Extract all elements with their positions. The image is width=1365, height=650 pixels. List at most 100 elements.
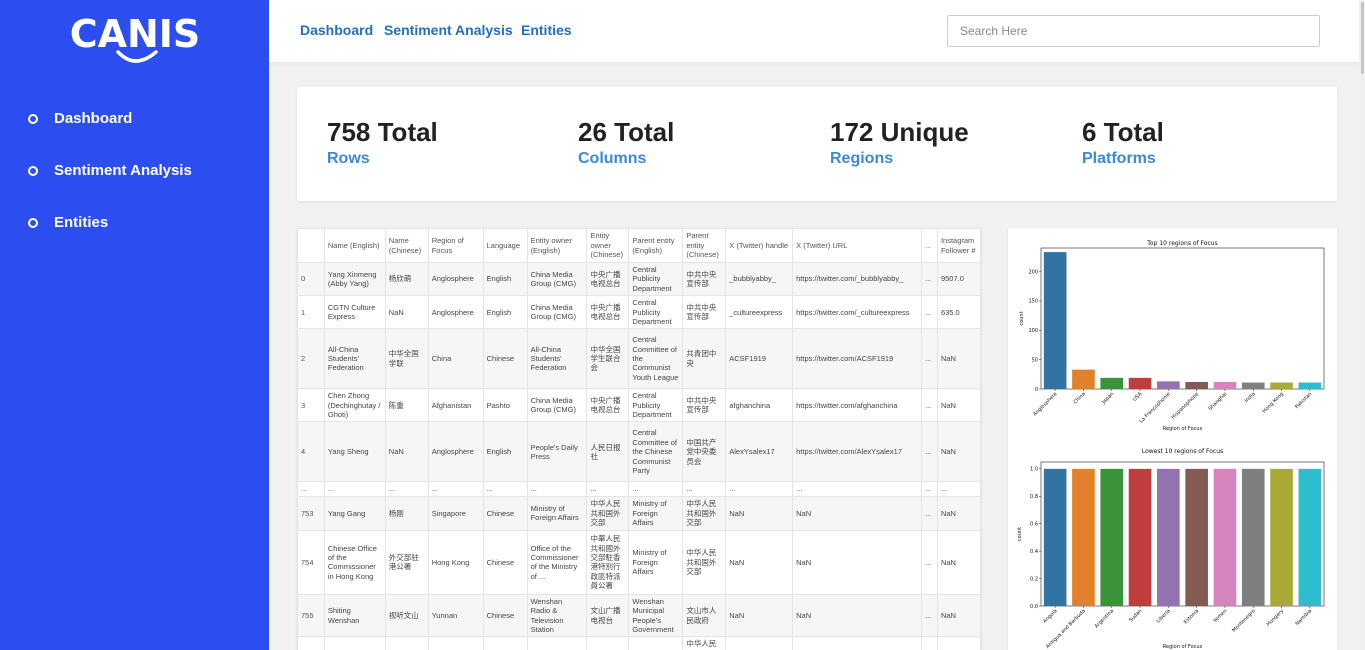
stat-label: Rows bbox=[327, 150, 370, 167]
x-tick-label: USA bbox=[1132, 391, 1144, 403]
table-cell: ... bbox=[628, 481, 684, 497]
y-tick-label: 150 bbox=[1028, 299, 1038, 305]
table-cell: Chinese bbox=[482, 593, 528, 638]
row-index: 0 bbox=[297, 261, 325, 297]
table-cell: NaN bbox=[936, 388, 981, 423]
sidebar-item-dashboard[interactable]: Dashboard bbox=[28, 110, 132, 127]
column-header: X (Twitter) URL bbox=[792, 228, 922, 263]
table-cell bbox=[628, 636, 684, 650]
top-link-dashboard[interactable]: Dashboard bbox=[300, 22, 374, 38]
table-cell: Chinese bbox=[482, 495, 528, 531]
stat-value: 26 Total bbox=[578, 117, 675, 147]
table-cell: English bbox=[482, 295, 528, 330]
row-index: 1 bbox=[297, 295, 325, 330]
table-cell: Pashto bbox=[482, 388, 528, 423]
table-cell: Central Publicity Department bbox=[628, 388, 684, 423]
bar bbox=[1128, 377, 1152, 389]
table-cell: English bbox=[482, 421, 528, 483]
bar bbox=[1270, 468, 1293, 606]
sidebar-item-sentiment-analysis[interactable]: Sentiment Analysis bbox=[28, 162, 192, 179]
table-cell: 中華人民共和國外交部駐香港特別行政區特派員公署 bbox=[586, 529, 630, 595]
x-axis-label: Region of Focus bbox=[1163, 644, 1203, 650]
chart-title: Top 10 regions of Focus bbox=[1146, 240, 1217, 247]
canis-logo[interactable]: CANIS bbox=[60, 0, 210, 70]
table-cell: ... bbox=[682, 481, 727, 497]
table-cell: 中共中央宣传部 bbox=[682, 261, 727, 297]
top-navbar: Dashboard Sentiment Analysis Entities bbox=[269, 0, 1365, 62]
table-cell: Chinese bbox=[482, 529, 528, 595]
table-cell bbox=[427, 636, 484, 650]
table-cell: Anglosphere bbox=[427, 421, 484, 483]
scrollbar-thumb[interactable] bbox=[1361, 2, 1364, 74]
table-cell: Yang Sheng bbox=[323, 421, 386, 483]
table-cell: ... bbox=[921, 495, 938, 531]
column-header: Region of Focus bbox=[427, 228, 484, 263]
x-tick-label: Hispanophone bbox=[1170, 391, 1200, 421]
row-index: ... bbox=[297, 481, 325, 497]
table-cell: 外交部驻港公署 bbox=[384, 529, 429, 595]
x-tick-label: Anglosphere bbox=[1032, 391, 1058, 417]
table-cell: NaN bbox=[936, 593, 981, 638]
table-cell: ... bbox=[921, 388, 938, 423]
table-cell: ... bbox=[921, 529, 938, 595]
search-input[interactable] bbox=[947, 15, 1320, 47]
lowest-10-regions-chart: Lowest 10 regions of FocusAngolaAntigua … bbox=[1017, 448, 1325, 650]
table-cell: China Media Group (CMG) bbox=[526, 295, 588, 330]
table-cell: NaN bbox=[936, 495, 981, 531]
row-index: 4 bbox=[297, 421, 325, 483]
table-cell: ... bbox=[482, 481, 528, 497]
table-cell: 杨欣萌 bbox=[384, 261, 429, 297]
table-cell: 文山市人民政府 bbox=[682, 593, 727, 638]
table-cell: Ministry of Foreign Affairs bbox=[628, 529, 684, 595]
y-tick-label: 100 bbox=[1028, 328, 1038, 334]
y-tick-label: 200 bbox=[1028, 269, 1038, 275]
page-scrollbar[interactable] bbox=[1359, 0, 1365, 650]
table-cell: NaN bbox=[792, 529, 922, 595]
table-cell: AlexYsalex17 bbox=[725, 421, 794, 483]
bar bbox=[1241, 468, 1265, 606]
sidebar-item-entities[interactable]: Entities bbox=[28, 214, 108, 231]
top-link-sentiment-analysis[interactable]: Sentiment Analysis bbox=[384, 22, 513, 38]
circle-bullet-icon bbox=[28, 113, 38, 124]
table-cell: 中华人民 bbox=[682, 636, 727, 650]
table-cell: Yunnan bbox=[427, 593, 484, 638]
table-row: 0 Yang Xinmeng (Abby Yang) 杨欣萌 Anglosphere E… bbox=[297, 261, 981, 297]
column-header: Name (Chinese) bbox=[384, 228, 429, 263]
column-header: Entity owner (English) bbox=[526, 228, 588, 263]
column-header: Name (English) bbox=[323, 228, 386, 263]
column-header: Entity owner (Chinese) bbox=[586, 228, 630, 263]
bar bbox=[1072, 369, 1095, 389]
bar bbox=[1298, 382, 1322, 389]
table-cell: 人民日报社 bbox=[586, 421, 630, 483]
x-tick-label: Argentina bbox=[1094, 608, 1115, 629]
table-cell: NaN bbox=[725, 529, 794, 595]
x-tick-label: Estonia bbox=[1183, 608, 1200, 625]
stat-label: Platforms bbox=[1082, 150, 1156, 167]
bar bbox=[1298, 468, 1322, 606]
bar bbox=[1072, 468, 1095, 606]
x-tick-label: Namibia bbox=[1294, 608, 1313, 627]
column-header: Parent entity (Chinese) bbox=[682, 228, 727, 263]
table-cell: 文山广播电视台 bbox=[586, 593, 630, 638]
top-link-entities[interactable]: Entities bbox=[521, 22, 572, 38]
dataframe-table: Name (English) Name (Chinese) Region of Fo… bbox=[297, 228, 981, 650]
table-cell: https://twitter.com/AlexYsalex17 bbox=[792, 421, 922, 483]
table-cell: People's Daily Press bbox=[526, 421, 588, 483]
table-cell: ... bbox=[526, 481, 588, 497]
table-cell: 中共中央宣传部 bbox=[682, 388, 727, 423]
bar bbox=[1213, 381, 1237, 389]
x-tick-label: India bbox=[1244, 391, 1257, 404]
table-cell: ... bbox=[921, 328, 938, 390]
table-cell: 9507.0 bbox=[936, 261, 981, 297]
table-cell: https://twitter.com/_bubblyabby_ bbox=[792, 261, 922, 297]
column-header: Instagram Follower # bbox=[936, 228, 981, 263]
table-cell bbox=[526, 636, 588, 650]
table-cell: NaN bbox=[936, 328, 981, 390]
table-cell: 635.0 bbox=[936, 295, 981, 330]
table-cell: ... bbox=[384, 481, 429, 497]
table-cell: Shiting Wenshan bbox=[323, 593, 386, 638]
y-tick-label: 0.8 bbox=[1030, 494, 1038, 500]
sidebar: CANIS Dashboard Sentiment Analysis Entit… bbox=[0, 0, 269, 650]
stats-card: 758 Total Rows 26 Total Columns 172 Uniq… bbox=[297, 87, 1337, 201]
row-index bbox=[297, 636, 325, 650]
